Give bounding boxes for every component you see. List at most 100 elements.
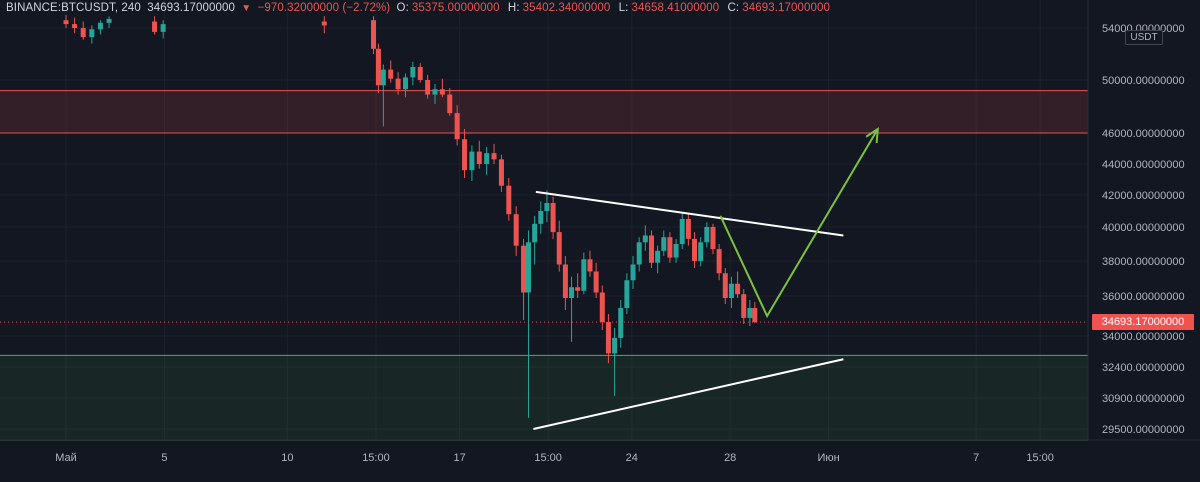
candle-body [72, 24, 78, 28]
candle-body [593, 271, 599, 293]
candle-body [679, 219, 685, 244]
last-price-badge: 34693.17000000 [1092, 314, 1194, 330]
close-value: 34693.17000000 [742, 2, 830, 14]
time-tick-label: 15:00 [362, 452, 390, 464]
price-tick-label: 32400.00000000 [1102, 362, 1185, 374]
symbol-header: BINANCE:BTCUSDT, 240 34693.17000000 ▼ −9… [6, 2, 835, 18]
candle-body [152, 21, 158, 32]
candle-body [380, 69, 386, 86]
candle-body [506, 185, 512, 215]
price-tick-label: 30900.00000000 [1102, 393, 1185, 405]
price-change: −970.32000000 (−2.72%) [257, 2, 391, 14]
candle-body [375, 48, 381, 86]
candle-body [425, 80, 431, 95]
candle-body [371, 20, 376, 49]
open-value: 35375.00000000 [411, 2, 500, 14]
candle-body [605, 322, 611, 354]
candle-body [447, 94, 453, 114]
candle-body [538, 211, 544, 224]
time-axis[interactable]: Май 5 10 15:00 17 15:00 24 28 Июн 7 15:00 [55, 452, 1054, 464]
open-label: O: [396, 2, 409, 14]
candle-body [728, 283, 734, 298]
drawings [533, 127, 879, 430]
price-tick-label: 40000.00000000 [1102, 222, 1185, 234]
candle-body [63, 20, 69, 25]
symbol-label[interactable]: BINANCE:BTCUSDT, 240 [6, 2, 141, 14]
high-value: 35402.34000000 [522, 2, 611, 14]
price-tick-label: 34000.00000000 [1102, 331, 1185, 343]
candle-body [321, 21, 327, 26]
high-label: H: [507, 2, 520, 14]
candle-body [491, 153, 497, 160]
time-tick-label: 17 [453, 452, 465, 464]
candle-body [97, 22, 103, 30]
price-tick-label: 54000.00000000 [1102, 23, 1185, 35]
time-tick-label: 28 [724, 452, 736, 464]
price-tick-label: 36000.00000000 [1102, 291, 1185, 303]
trendline-upper [535, 190, 844, 237]
candle-body [513, 214, 519, 246]
candle-body [544, 203, 550, 211]
candle-body [735, 283, 741, 295]
candle-body [747, 308, 753, 318]
candle-body [454, 113, 460, 140]
candle-body [498, 159, 504, 186]
candle-body [618, 308, 624, 338]
time-tick-label: 15:00 [1026, 452, 1054, 464]
candle-body [388, 69, 394, 79]
candle-body [562, 264, 568, 298]
candle-body [160, 24, 166, 32]
candle-body [581, 259, 587, 291]
candle-body [655, 250, 661, 263]
time-tick-label: 24 [626, 452, 638, 464]
candle-body [624, 280, 630, 308]
candle-body [698, 242, 704, 261]
candle-body [575, 287, 581, 291]
price-tick-label: 44000.00000000 [1102, 159, 1185, 171]
candle-body [685, 219, 691, 239]
candle-body [476, 151, 482, 164]
down-arrow-icon: ▼ [241, 3, 252, 14]
candle-body [89, 29, 95, 38]
projection-arrow-head [865, 127, 879, 144]
candle-body [692, 238, 698, 261]
price-tick-label: 46000.00000000 [1102, 128, 1185, 140]
candle-body [642, 235, 648, 243]
close-label: C: [727, 2, 740, 14]
candle-body [752, 308, 758, 323]
candle-body [630, 264, 636, 281]
candle-body [532, 223, 538, 243]
candles [63, 15, 758, 418]
candle-body [550, 203, 556, 233]
time-tick-label: Май [55, 452, 77, 464]
candle-body [402, 77, 408, 90]
low-label: L: [618, 2, 629, 14]
candle-body [484, 153, 490, 164]
time-tick-label: 5 [161, 452, 167, 464]
candle-body [673, 244, 679, 258]
price-axis[interactable]: 54000.00000000 50000.00000000 46000.000000… [1102, 23, 1185, 436]
candle-body [722, 273, 728, 298]
candle-body [410, 67, 416, 78]
price-tick-label: 29500.00000000 [1102, 424, 1185, 436]
candle-body [710, 227, 716, 250]
candle-body [667, 237, 673, 258]
candle-body [521, 245, 527, 293]
quote-currency-tag[interactable]: USDT [1125, 30, 1163, 45]
price-tick-label: 50000.00000000 [1102, 75, 1185, 87]
candle-body [106, 18, 112, 23]
candle-body [569, 287, 575, 298]
price-tick-label: 42000.00000000 [1102, 190, 1185, 202]
candle-body [716, 249, 722, 274]
time-tick-label: Июн [817, 452, 839, 464]
candle-body [587, 259, 593, 272]
time-tick-label: 10 [281, 452, 293, 464]
candle-body [556, 232, 562, 265]
candle-body [741, 294, 747, 318]
candle-body [599, 292, 605, 322]
time-tick-label: 7 [973, 452, 979, 464]
candle-body [417, 67, 423, 80]
candle-body [525, 242, 531, 293]
candle-body [462, 139, 468, 171]
